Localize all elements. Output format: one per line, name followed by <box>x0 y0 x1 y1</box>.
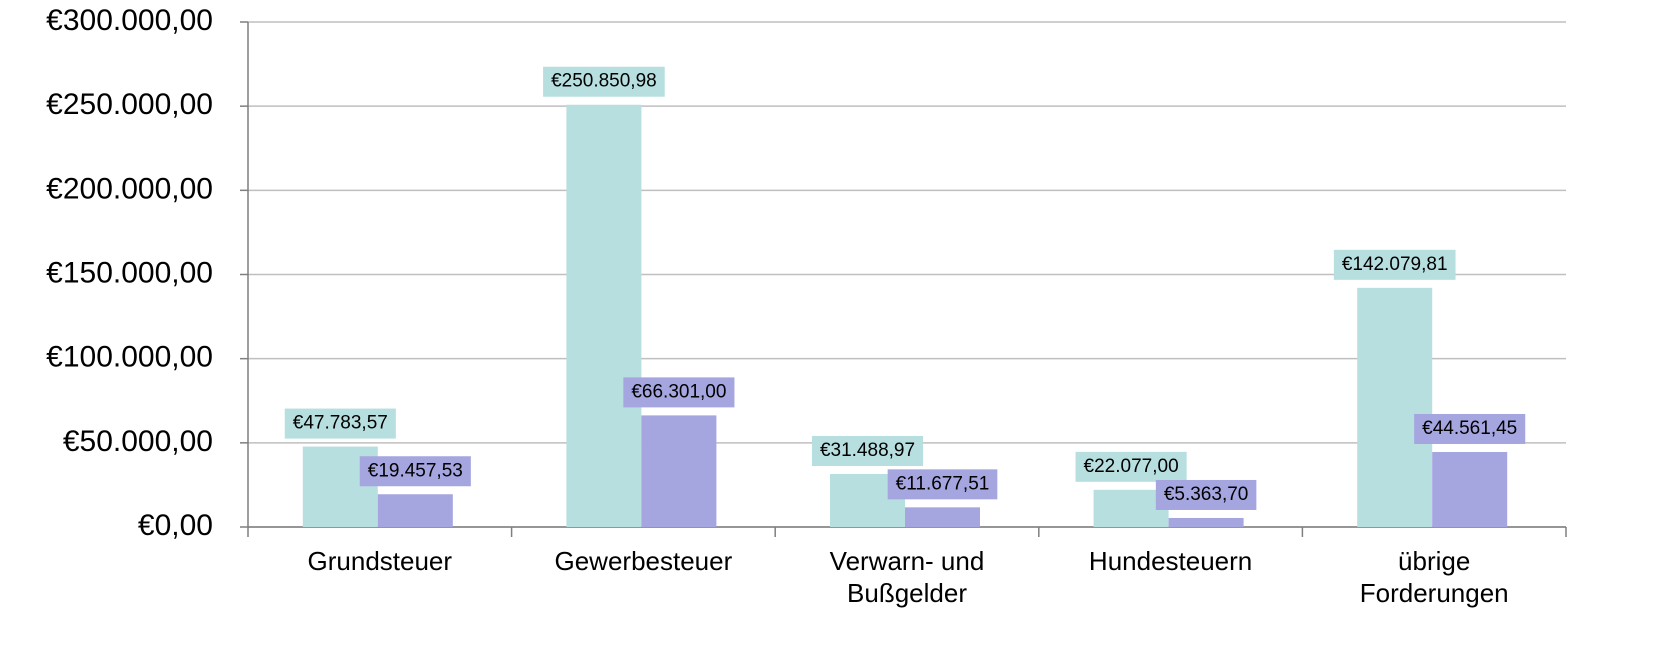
data-label: €142.079,81 <box>1342 254 1448 275</box>
y-tick-label: €200.000,00 <box>46 172 213 205</box>
data-label-box <box>1414 413 1526 444</box>
data-label-box <box>543 66 665 97</box>
bar <box>905 507 980 527</box>
data-label: €5.363,70 <box>1164 484 1249 505</box>
x-tick-label: Grundsteuer <box>307 546 453 576</box>
data-label: €31.488,97 <box>820 440 915 461</box>
y-tick-label: €250.000,00 <box>46 88 213 121</box>
bar <box>377 494 453 527</box>
data-label: €250.850,98 <box>551 71 657 92</box>
y-tick-label: €100.000,00 <box>46 341 213 374</box>
data-label-box <box>284 408 396 439</box>
bar <box>566 104 642 527</box>
x-tick-label: übrige Forderungen <box>1359 546 1509 608</box>
data-label-box <box>1333 249 1456 280</box>
data-label-box <box>811 435 924 466</box>
y-tick-label: €300.000,00 <box>46 4 213 37</box>
data-label-box <box>1155 479 1257 510</box>
data-label-box <box>887 469 998 500</box>
bar <box>1432 451 1508 527</box>
x-tick-label: Hundesteuern <box>1088 546 1253 576</box>
x-tick-label: Gewerbesteuer <box>554 546 733 576</box>
y-tick-label: €0,00 <box>138 509 213 542</box>
bar <box>1168 517 1244 527</box>
data-label-box <box>1075 451 1187 482</box>
x-tick-label: Verwarn- und Bußgelder <box>829 546 985 608</box>
y-tick-label: €50.000,00 <box>63 425 213 458</box>
data-label: €66.301,00 <box>631 381 726 402</box>
bar <box>1357 287 1433 527</box>
data-label: €22.077,00 <box>1084 456 1179 477</box>
data-label-box <box>359 456 471 487</box>
data-label: €19.457,53 <box>368 460 463 481</box>
data-label-box <box>623 377 735 408</box>
data-label: €11.677,51 <box>896 473 990 494</box>
y-tick-label: €150.000,00 <box>46 256 213 289</box>
data-label: €47.783,57 <box>293 413 388 434</box>
bar <box>641 415 717 527</box>
data-label: €44.561,45 <box>1422 418 1517 439</box>
